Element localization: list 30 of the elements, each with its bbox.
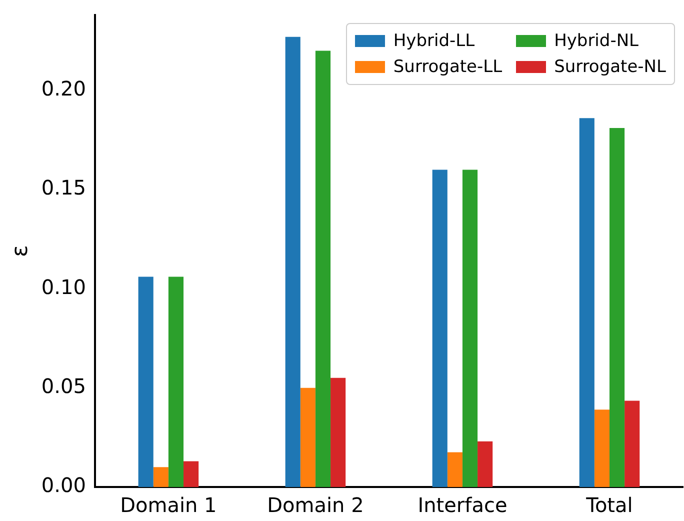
x-tick-label: Domain 2	[267, 493, 364, 518]
bar	[462, 170, 478, 487]
y-tick-label: 0.20	[41, 76, 86, 101]
bar	[315, 50, 331, 487]
y-tick-label: 0.15	[41, 176, 86, 200]
bar	[579, 118, 594, 487]
bar	[168, 276, 184, 487]
x-tick-label: Interface	[418, 493, 508, 518]
bar	[447, 452, 462, 487]
bar	[609, 128, 625, 487]
legend-label: Hybrid-NL	[554, 31, 639, 51]
y-axis-title: ε	[8, 245, 33, 257]
bar	[300, 388, 316, 487]
y-tick-label: 0.00	[41, 473, 86, 498]
legend-label: Hybrid-LL	[393, 31, 475, 51]
bar	[624, 400, 640, 487]
y-tick-label: 0.10	[41, 274, 86, 299]
bar	[432, 170, 448, 487]
bar	[594, 410, 610, 487]
bar	[330, 378, 346, 487]
y-tick-label: 0.05	[41, 374, 86, 398]
bar	[478, 441, 493, 487]
x-tick-label: Total	[585, 493, 633, 518]
bar	[153, 467, 168, 487]
bar	[184, 461, 199, 487]
bar	[138, 276, 154, 487]
bar	[285, 36, 300, 487]
legend-label: Surrogate-NL	[554, 57, 666, 77]
x-tick-label: Domain 1	[120, 493, 217, 518]
legend-label: Surrogate-LL	[393, 57, 502, 77]
